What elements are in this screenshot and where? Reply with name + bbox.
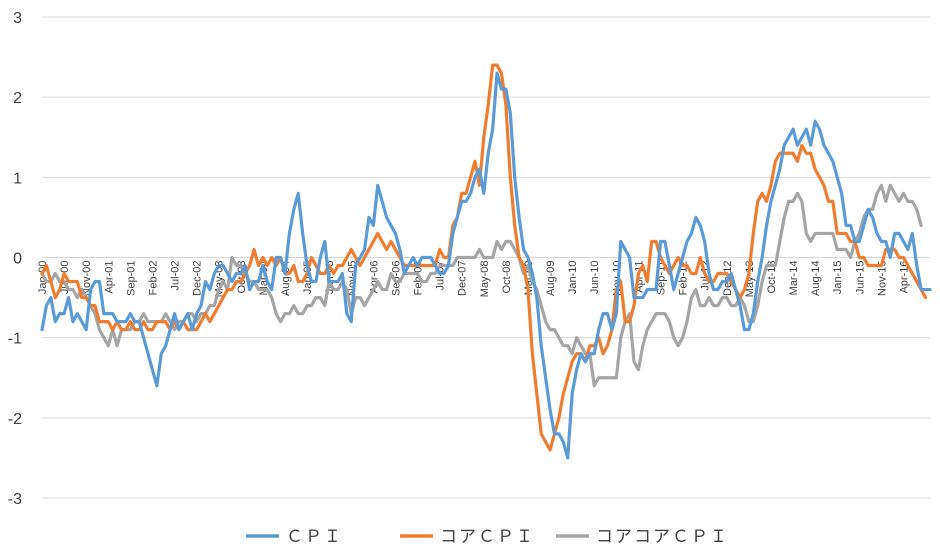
x-tick-label: Dec-02 [192, 261, 204, 296]
y-tick-label: -3 [8, 491, 22, 508]
legend-label-1: コアＣＰＩ [440, 527, 535, 547]
x-tick-label: Jul-02 [170, 261, 182, 291]
legend-label-0: ＣＰＩ [286, 527, 343, 547]
x-axis-tick-labels: Jan-00 Jun-00 Nov-00 Apr-01 Sep-01 Feb-02 Jul-… [37, 261, 910, 298]
y-tick-label: 0 [13, 251, 22, 268]
x-tick-label: Oct-13 [766, 261, 778, 294]
x-tick-label: Nov-15 [876, 261, 888, 296]
x-tick-label: Jun-15 [854, 261, 866, 295]
x-tick-label: Jun-10 [589, 261, 601, 295]
y-tick-label: 3 [13, 10, 22, 27]
x-tick-label: Apr-01 [103, 261, 115, 294]
legend-label-2: コアコアＣＰＩ [596, 527, 729, 547]
y-axis-tick-labels: 3 2 1 0 -1 -2 -3 [8, 10, 22, 508]
x-tick-label: Jan-05 [302, 261, 314, 295]
y-tick-label: -2 [8, 411, 22, 428]
x-tick-label: Dec-07 [457, 261, 469, 296]
x-tick-label: Aug-14 [810, 261, 822, 296]
series-lines [40, 63, 932, 460]
x-tick-label: Apr-16 [898, 261, 910, 294]
y-tick-label: 1 [13, 170, 22, 187]
series-line-1 [40, 63, 928, 452]
x-tick-label: Sep-01 [125, 261, 137, 296]
x-tick-label: Jan-10 [567, 261, 579, 295]
legend: ＣＰＩ コアＣＰＩ コアコアＣＰＩ [246, 527, 729, 547]
x-tick-label: Feb-02 [147, 261, 159, 296]
x-tick-label: Oct-08 [501, 261, 513, 294]
x-tick-label: Jan-15 [832, 261, 844, 295]
x-tick-label: May-13 [744, 261, 756, 298]
series-line-0 [40, 71, 932, 460]
y-tick-label: -1 [8, 331, 22, 348]
x-tick-label: May-08 [479, 261, 491, 298]
x-tick-label: Mar-14 [788, 261, 800, 296]
x-tick-label: Aug-09 [545, 261, 557, 296]
x-tick-label: Sep-06 [390, 261, 402, 296]
y-tick-label: 2 [13, 90, 22, 107]
